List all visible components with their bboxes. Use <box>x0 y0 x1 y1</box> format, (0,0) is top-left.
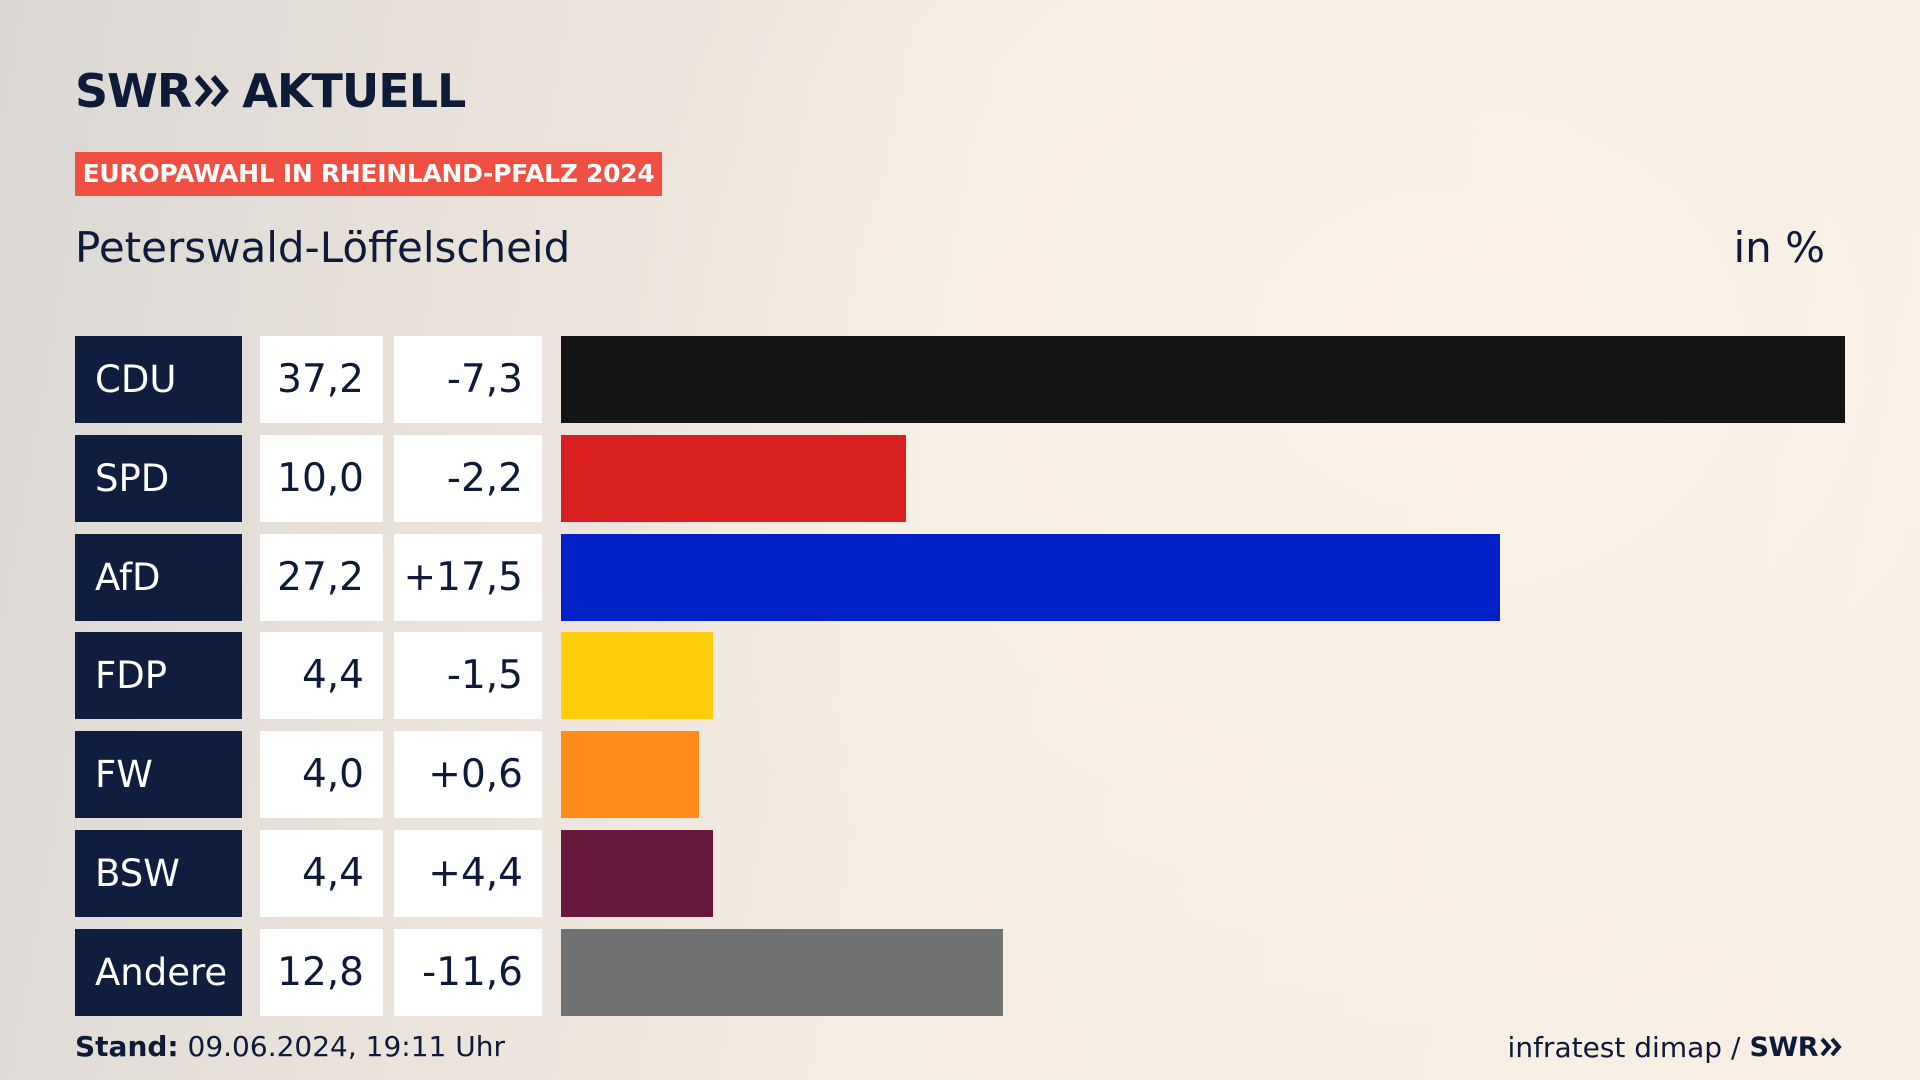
party-row: FDP 4,4 -1,5 <box>0 632 1920 719</box>
source-credit: infratest dimap / SWR <box>1508 1028 1844 1066</box>
vote-share-label: 12,8 <box>260 929 383 1016</box>
party-label: FW <box>75 731 242 818</box>
election-tag: EUROPAWAHL IN RHEINLAND-PFALZ 2024 <box>75 152 662 196</box>
footer-brand: SWR <box>1749 1031 1818 1063</box>
vote-share-bar <box>561 929 1003 1016</box>
swr-aktuell-logo: SWR AKTUELL <box>75 64 466 118</box>
source-name: infratest dimap <box>1507 1030 1723 1064</box>
party-label: BSW <box>75 830 242 917</box>
vote-share-bar <box>561 632 713 719</box>
vote-share-bar <box>561 534 1500 621</box>
party-row: BSW 4,4 +4,4 <box>0 830 1920 917</box>
vote-share-label: 4,0 <box>260 731 383 818</box>
logo-swr: SWR <box>75 64 192 118</box>
unit-label: in % <box>1733 223 1825 272</box>
place-title: Peterswald-Löffelscheid <box>75 223 571 272</box>
vote-share-label: 4,4 <box>260 632 383 719</box>
vote-share-bar <box>561 336 1845 423</box>
logo-aktuell: AKTUELL <box>242 64 466 118</box>
vote-share-bar <box>561 731 699 818</box>
party-label: FDP <box>75 632 242 719</box>
vote-share-label: 4,4 <box>260 830 383 917</box>
party-label: AfD <box>75 534 242 621</box>
vote-share-bar <box>561 435 906 522</box>
party-row: AfD 27,2 +17,5 <box>0 534 1920 621</box>
party-label: SPD <box>75 435 242 522</box>
double-chevron-icon <box>195 75 230 107</box>
vote-share-label: 27,2 <box>260 534 383 621</box>
source-separator: / <box>1731 1030 1741 1064</box>
change-label: -11,6 <box>394 929 542 1016</box>
change-label: -7,3 <box>394 336 542 423</box>
change-label: +4,4 <box>394 830 542 917</box>
vote-share-bar <box>561 830 713 917</box>
change-label: -2,2 <box>394 435 542 522</box>
change-label: +0,6 <box>394 731 542 818</box>
stand-value: 09.06.2024, 19:11 Uhr <box>187 1030 505 1063</box>
party-row: CDU 37,2 -7,3 <box>0 336 1920 423</box>
party-row: Andere 12,8 -11,6 <box>0 929 1920 1016</box>
stand-label: Stand: <box>75 1030 179 1063</box>
vote-share-label: 37,2 <box>260 336 383 423</box>
vote-share-label: 10,0 <box>260 435 383 522</box>
double-chevron-icon <box>1820 1037 1842 1057</box>
timestamp: Stand: 09.06.2024, 19:11 Uhr <box>75 1028 505 1066</box>
party-label: Andere <box>75 929 242 1016</box>
party-label: CDU <box>75 336 242 423</box>
change-label: -1,5 <box>394 632 542 719</box>
party-row: SPD 10,0 -2,2 <box>0 435 1920 522</box>
change-label: +17,5 <box>394 534 542 621</box>
party-row: FW 4,0 +0,6 <box>0 731 1920 818</box>
